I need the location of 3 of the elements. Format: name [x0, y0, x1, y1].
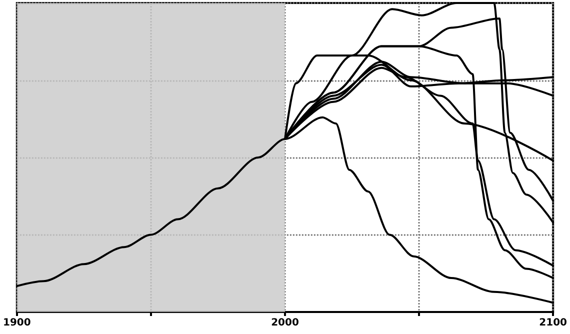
x-tick-label: 1900	[2, 318, 31, 328]
x-tick-label: 2000	[271, 318, 299, 328]
x-tick-label: 2100	[539, 318, 568, 328]
